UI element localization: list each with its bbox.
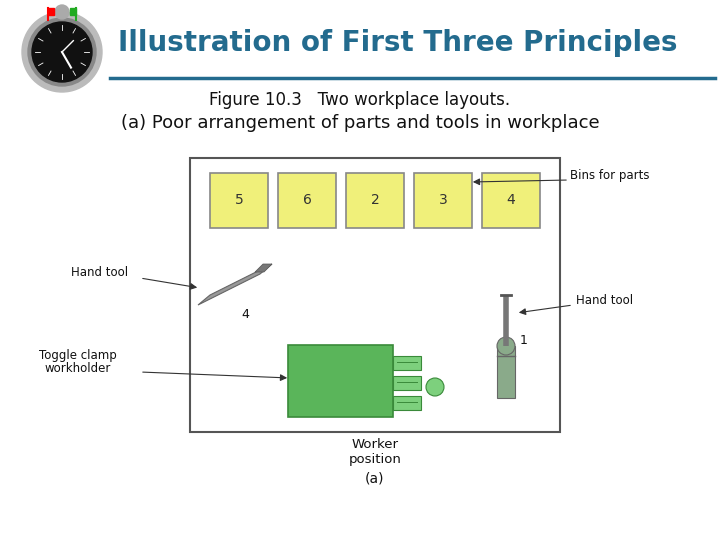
Circle shape (55, 5, 69, 19)
Text: Hand tool: Hand tool (71, 266, 129, 279)
Circle shape (32, 22, 92, 82)
Bar (482, 173, 540, 228)
Text: Worker: Worker (351, 438, 398, 451)
Circle shape (22, 12, 102, 92)
Bar (393, 356, 421, 370)
Polygon shape (48, 8, 54, 15)
Text: Toggle clamp: Toggle clamp (39, 348, 117, 361)
Polygon shape (255, 264, 272, 272)
Text: 3: 3 (438, 193, 447, 207)
Text: (a): (a) (365, 471, 384, 485)
Text: 1: 1 (520, 334, 528, 347)
Bar (414, 173, 472, 228)
Circle shape (28, 18, 96, 86)
Bar (190, 158, 560, 432)
Bar (393, 396, 421, 410)
Circle shape (497, 337, 515, 355)
Bar (278, 173, 336, 228)
Text: workholder: workholder (45, 362, 111, 375)
Text: 2: 2 (371, 193, 379, 207)
Circle shape (426, 378, 444, 396)
Polygon shape (70, 8, 76, 15)
Text: 6: 6 (302, 193, 312, 207)
Text: Bins for parts: Bins for parts (570, 168, 649, 181)
Bar (288, 345, 393, 417)
Text: 5: 5 (235, 193, 243, 207)
Text: Hand tool: Hand tool (577, 294, 634, 307)
Text: Illustration of First Three Principles: Illustration of First Three Principles (118, 29, 678, 57)
Text: 4: 4 (507, 193, 516, 207)
Text: (a) Poor arrangement of parts and tools in workplace: (a) Poor arrangement of parts and tools … (121, 114, 599, 132)
Bar (393, 376, 421, 390)
Bar (210, 173, 268, 228)
Text: position: position (348, 453, 402, 465)
Polygon shape (198, 264, 272, 305)
Text: Figure 10.3   Two workplace layouts.: Figure 10.3 Two workplace layouts. (210, 91, 510, 109)
Text: 4: 4 (241, 308, 249, 321)
Bar (346, 173, 404, 228)
Bar (497, 346, 515, 398)
